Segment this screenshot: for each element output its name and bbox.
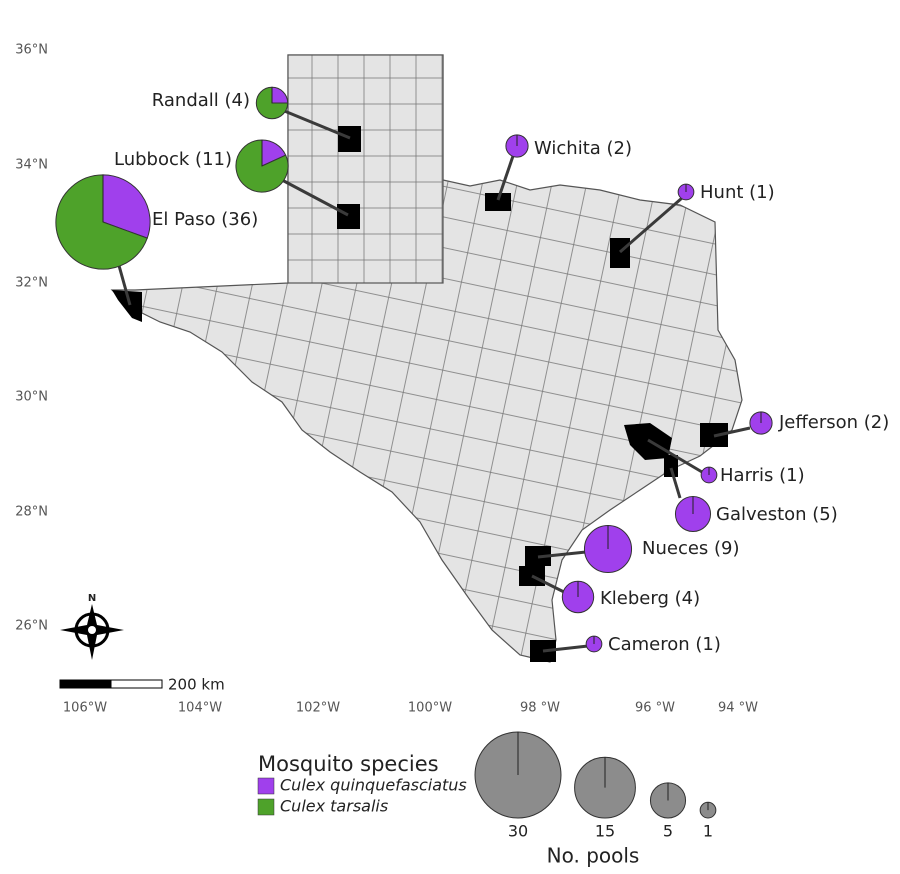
leader [281,108,351,140]
county-label: El Paso (36) [152,209,258,230]
size-label: 15 [595,822,615,841]
size-legend-title: No. pools [547,844,640,868]
county-label: Cameron (1) [608,634,721,655]
scale-label: 200 km [168,676,225,694]
lat-label: 32°N [15,276,48,291]
pie-slice [255,86,289,120]
county-label: Nueces (9) [642,538,740,559]
leader [713,426,751,438]
county-label: Randall (4) [152,90,250,111]
leader [496,155,515,201]
leader [281,178,349,217]
lat-label: 34°N [15,158,48,173]
lon-label: 96 °W [635,701,675,716]
legend-swatch [257,798,275,816]
leader [647,438,703,474]
size-label: 1 [703,822,713,841]
county-galveston [664,455,678,477]
legend-title: Mosquito species [258,752,439,776]
compass: N [60,593,124,660]
texas [110,54,743,663]
county-label: Kleberg (4) [600,588,700,609]
compass-center [88,626,96,634]
legend-label: Culex quinquefasciatus [280,776,467,795]
lon-label: 98 °W [520,701,560,716]
leader [619,196,683,254]
scale-black [59,679,112,689]
lat-label: 36°N [15,43,48,58]
county-label: Galveston (5) [716,504,838,525]
size-label: 5 [663,822,673,841]
leader [669,467,682,499]
scale-white [110,679,163,689]
county-lubbock [337,204,360,229]
county-label: Harris (1) [720,465,805,486]
lat-label: 28°N [15,505,48,520]
state-outline [110,54,743,663]
lat-label: 26°N [15,619,48,634]
leader [537,550,587,559]
county-hunt [610,238,630,268]
county-label: Lubbock (11) [114,149,232,170]
lon-label: 94 °W [718,701,758,716]
lon-label: 104°W [178,701,222,716]
county-label: Wichita (2) [534,138,632,159]
leader-lines [116,108,751,653]
size-label: 30 [508,822,528,841]
county-label: Jefferson (2) [778,412,889,433]
legend-swatch [257,777,275,795]
county-el-paso [112,290,142,322]
pie-slice [102,174,151,239]
lon-label: 100°W [408,701,452,716]
pie-slice [55,174,148,270]
county-wichita [485,193,511,211]
pie-slice [271,86,289,104]
leader [542,644,589,653]
leader [116,261,132,306]
county-label: Hunt (1) [700,182,775,203]
lon-label: 102°W [296,701,340,716]
scale-bar: 200 km [59,676,225,694]
lat-label: 30°N [15,390,48,405]
north-label: N [88,593,96,604]
leader [531,574,565,594]
legend-label: Culex tarsalis [280,797,388,816]
panhandle-counties [287,54,444,284]
lon-label: 106°W [63,701,107,716]
